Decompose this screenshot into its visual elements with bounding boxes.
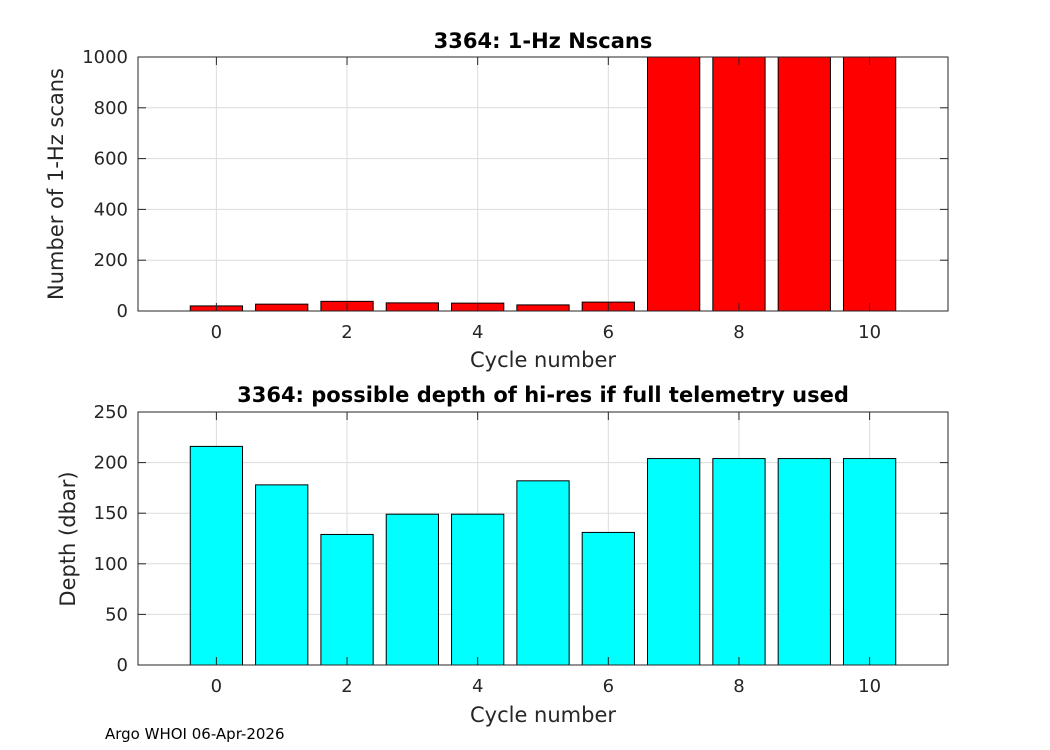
depth-axes-box [137, 411, 949, 666]
depth-y-tick-label: 100 [94, 554, 128, 575]
depth-bar-cycle-3 [385, 513, 439, 666]
depth-y-tick-label: 250 [94, 402, 128, 423]
depth-y-tick-label: 0 [117, 655, 128, 676]
nscans-x-tick-label: 4 [472, 322, 483, 343]
depth-bar-cycle-9 [777, 458, 831, 666]
nscans-bar-cycle-5 [516, 304, 570, 312]
depth-bar-cycle-8 [712, 458, 766, 666]
nscans-bar-cycle-1 [255, 303, 309, 312]
nscans-x-tick-label: 0 [211, 322, 222, 343]
nscans-y-tick-label: 800 [94, 98, 128, 119]
nscans-axes-box [137, 56, 949, 312]
depth-bar-cycle-5 [516, 480, 570, 666]
depth-x-tick-label: 8 [733, 676, 744, 697]
depth-bar-cycle-0 [189, 445, 244, 666]
nscans-y-tick-label: 0 [117, 301, 128, 322]
depth-x-tick-label: 4 [472, 676, 483, 697]
depth-x-tick-label: 0 [211, 676, 222, 697]
depth-chart-title: 3364: possible depth of hi-res if full t… [237, 383, 849, 407]
nscans-y-tick-label: 600 [94, 149, 128, 170]
nscans-y-tick-label: 400 [94, 199, 128, 220]
depth-x-tick-label: 10 [858, 676, 881, 697]
nscans-bar-cycle-8 [712, 56, 766, 312]
nscans-x-tick-label: 10 [858, 322, 881, 343]
depth-bar-cycle-4 [451, 513, 505, 666]
depth-y-tick-label: 50 [105, 604, 128, 625]
nscans-x-axis-label: Cycle number [470, 348, 616, 372]
depth-y-tick-label: 200 [94, 453, 128, 474]
nscans-bar-cycle-3 [385, 302, 439, 312]
depth-y-axis-label: Depth (dbar) [56, 471, 80, 606]
depth-bar-cycle-7 [647, 458, 701, 666]
depth-bar-cycle-10 [842, 458, 897, 666]
depth-bar-cycle-1 [255, 484, 309, 666]
nscans-chart: 3364: 1-Hz Nscans Cycle number Number of… [44, 29, 949, 372]
depth-x-tick-label: 6 [603, 676, 614, 697]
nscans-x-tick-label: 8 [733, 322, 744, 343]
nscans-y-tick-label: 200 [94, 250, 128, 271]
depth-y-tick-label: 150 [94, 503, 128, 524]
depth-x-tick-label: 2 [341, 676, 352, 697]
depth-chart: 3364: possible depth of hi-res if full t… [56, 383, 949, 727]
depth-bar-cycle-6 [581, 531, 635, 666]
nscans-x-tick-label: 2 [341, 322, 352, 343]
depth-bar-cycle-2 [320, 533, 374, 666]
nscans-bar-cycle-10 [842, 56, 897, 312]
nscans-bar-cycle-7 [647, 56, 701, 312]
nscans-bar-cycle-9 [777, 56, 831, 312]
footer-credit: Argo WHOI 06-Apr-2026 [105, 725, 285, 743]
nscans-x-tick-label: 6 [603, 322, 614, 343]
nscans-chart-title: 3364: 1-Hz Nscans [434, 29, 653, 53]
nscans-y-tick-label: 1000 [82, 47, 128, 68]
depth-x-axis-label: Cycle number [470, 703, 616, 727]
nscans-y-axis-label: Number of 1-Hz scans [44, 68, 68, 300]
